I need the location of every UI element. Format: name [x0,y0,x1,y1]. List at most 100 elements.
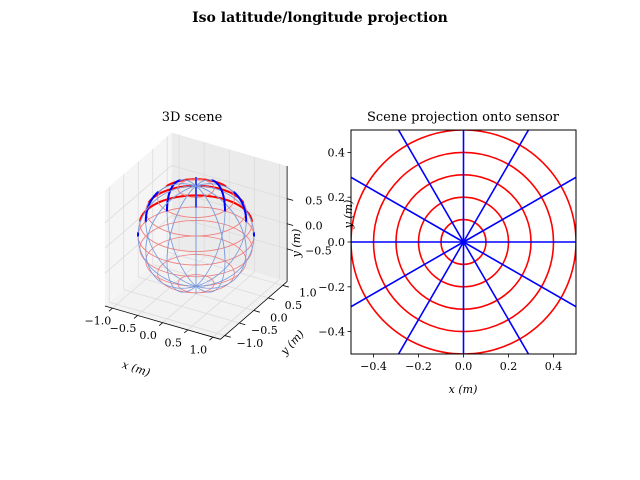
latitude-curve-1 [216,232,222,235]
axes-projection: Scene projection onto sensor −0.4−0.4−0.… [318,110,577,396]
longitude-ray-2 [462,130,530,243]
latitude-curve-0 [171,248,178,251]
longitude-curve-0 [237,219,240,224]
longitude-ray-7 [351,241,464,308]
longitude-curve-7 [184,185,189,188]
longitude-curve-8 [146,236,148,241]
latitude-curve-0 [205,250,211,252]
longitude-ray-11 [463,241,576,308]
longitude-curve-11 [221,235,224,241]
longitude-ray-4 [397,130,465,243]
longitude-curve-9 [177,207,181,212]
longitude-curve-9 [167,243,169,248]
latitude-curve-0 [246,232,250,236]
longitude-curve-0 [239,222,242,228]
longitude-curve-9 [181,201,184,206]
projection-xlabel: x (m) [449,383,478,396]
longitude-curve-0 [208,190,213,194]
figure-title: Iso latitude/longitude projection [192,10,448,26]
y-tick-label: −0.5 [251,324,278,337]
grid-wall-z [171,164,288,200]
longitude-curve-7 [151,200,156,204]
latitude-curve-0 [181,250,187,252]
longitude-curve-2 [226,186,230,190]
longitude-curve-lower-2 [195,221,247,287]
latitude-curve-0 [176,249,182,252]
y-tick-label: 1.0 [299,287,317,300]
longitude-curve-0 [211,192,216,196]
x-tick-label: 0.0 [455,360,473,373]
latitude-curve-2 [208,215,213,217]
y-tick-mark [239,322,246,326]
longitude-curve-8 [149,226,152,231]
longitude-curve-8 [153,216,157,221]
y-tick-label: 0.5 [285,299,303,312]
x-tick-mark [108,307,113,312]
longitude-curve-7 [176,187,182,189]
longitude-curve-8 [160,207,164,212]
longitude-curve-0 [235,216,239,221]
x-tick-mark [158,322,163,326]
longitude-curve-7 [149,202,153,206]
longitude-curve-0 [244,236,246,241]
x-tick-label: −0.5 [110,322,137,335]
latitude-curve-2 [173,213,178,216]
longitude-curve-1 [233,197,238,201]
z-tick-mark [287,198,294,201]
latitude-curve-1 [163,229,168,232]
projection-ticks: −0.4 −0.4 −0.2 −0.2 0.0 0.0 0.2 0.2 0.4 0.4 [318,146,562,373]
longitude-curve-8 [150,222,153,228]
longitude-ray-10 [462,241,530,354]
axes-3d-zlabel: y (m) [290,229,303,259]
latitude-curve-0 [210,249,216,252]
axes-3d-title: 3D scene [162,110,223,125]
longitude-curve-8 [147,229,151,235]
latitude-curve-1 [224,229,229,232]
latitude-curve-1 [212,233,218,235]
longitude-curve-7 [169,189,175,192]
longitude-curve-9 [168,239,170,245]
y-axis-line [220,281,288,340]
grid-floor-y [152,264,269,299]
longitude-curve-11 [213,210,216,216]
longitude-curve-2 [231,189,235,193]
latitude-curve-0 [159,244,165,247]
longitude-curve-2 [232,190,237,195]
longitude-curve-2 [220,184,225,187]
longitude-curve-6 [167,184,172,187]
longitude-curve-1 [210,187,216,189]
grid-side-z [104,215,172,274]
latitude-curve-0 [141,230,144,234]
longitude-curve-11 [220,232,223,237]
axes-3d-ticks: −1.0−0.50.00.51.0−1.0−0.50.00.51.0−0.50.… [85,166,332,357]
longitude-curve-1 [236,200,241,204]
grid-side-z [104,165,172,224]
longitude-curve-9 [186,193,189,197]
axes-3d-scene: 3D scene −1.0−0.50.00.51.0−1.0−0.50.00.5… [85,110,332,379]
longitude-curve-2 [228,188,232,191]
latitude-curve-2 [220,211,224,214]
x-tick-mark [184,329,189,334]
latitude-curve-0 [142,232,146,236]
latitude-curve-2 [182,215,187,218]
longitude-curve-7 [138,222,141,227]
longitude-curve-9 [188,191,191,195]
longitude-curve-9 [182,198,186,203]
x-tick-label: 1.0 [190,344,208,357]
longitude-curve-2 [198,183,204,186]
longitude-curve-9 [175,214,178,219]
projection-ylabel: y (m) [342,200,355,230]
longitude-curve-9 [176,210,179,216]
latitude-curve-0 [149,239,154,242]
x-tick-mark [209,336,214,341]
latitude-curve-1 [174,233,180,235]
longitude-curve-9 [170,228,173,234]
longitude-curve-11 [216,217,219,223]
latitude-curve-0 [227,244,233,247]
longitude-curve-0 [228,207,232,212]
longitude-curve-8 [152,219,155,224]
longitude-curve-8 [179,190,184,194]
latitude-curve-1 [152,222,156,226]
y-tick-label: 0.2 [328,191,346,204]
